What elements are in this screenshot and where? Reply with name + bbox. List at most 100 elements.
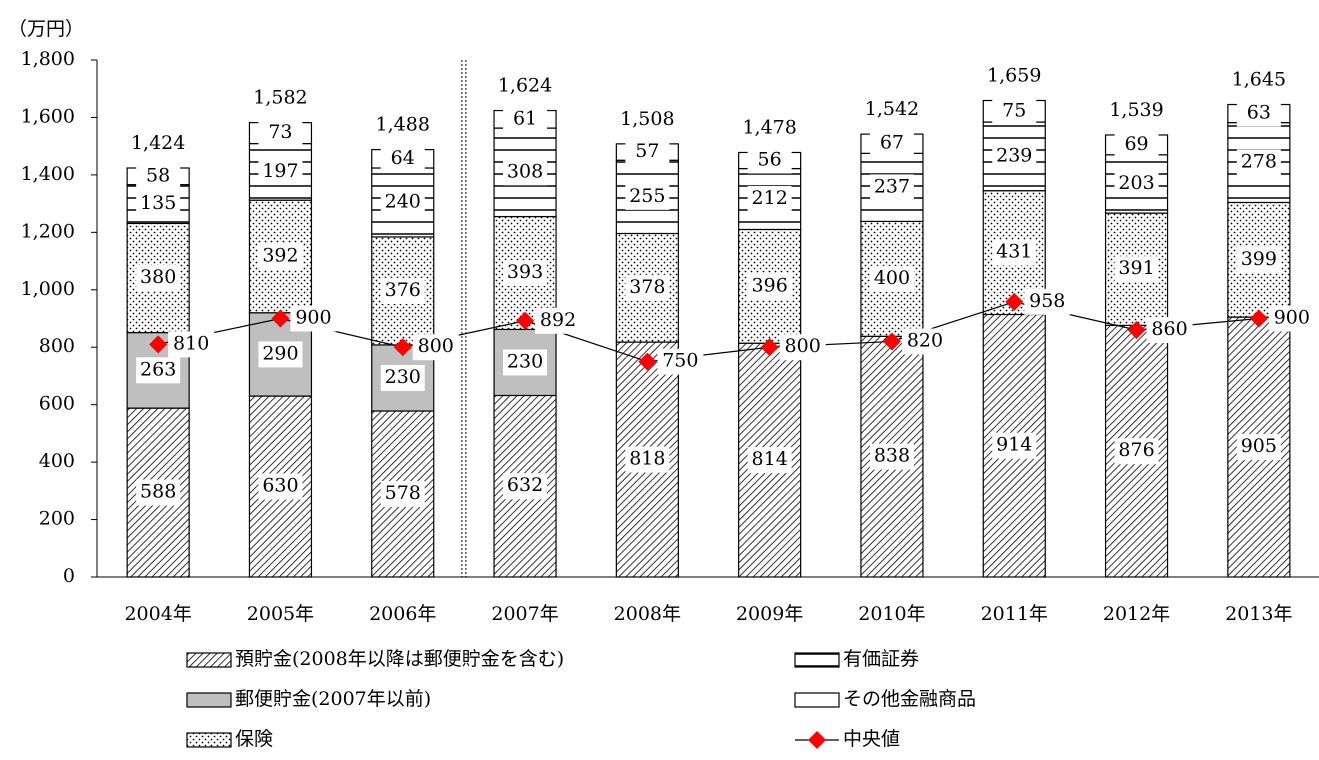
- label-box: [503, 259, 548, 286]
- label-box: [136, 163, 181, 190]
- median-label: 800: [418, 335, 454, 357]
- label-box: [380, 364, 425, 391]
- segment-label: 239: [996, 144, 1032, 166]
- segment-label: 396: [752, 274, 788, 296]
- x-tick-label: 2005年: [247, 603, 314, 625]
- label-box: [1114, 438, 1159, 465]
- label-box: [1024, 288, 1071, 315]
- x-tick-label: 2009年: [736, 603, 803, 625]
- label-box: [779, 334, 826, 361]
- legend-swatch: [186, 732, 232, 748]
- segment-label: 73: [268, 121, 292, 143]
- legend-label: その他金融商品: [843, 688, 976, 710]
- segment-label: 632: [507, 474, 543, 496]
- segment-label: 876: [1118, 439, 1154, 461]
- median-label: 900: [295, 307, 331, 329]
- segment-label: 135: [140, 192, 176, 214]
- total-label: 1,424: [131, 132, 185, 154]
- median-point: [1249, 309, 1268, 328]
- label-box: [258, 473, 303, 500]
- segment-label: 818: [629, 448, 665, 470]
- x-tick-label: 2008年: [614, 603, 681, 625]
- segment-label: 58: [146, 164, 170, 186]
- label-box: [1268, 305, 1315, 332]
- median-point: [760, 338, 779, 357]
- segment-label: 212: [752, 187, 788, 209]
- x-tick-label: 2012年: [1103, 603, 1170, 625]
- label-box: [412, 334, 459, 361]
- segment-label: 905: [1241, 435, 1277, 457]
- median-point: [1127, 320, 1146, 339]
- label-box: [258, 243, 303, 270]
- segment-label: 399: [1241, 248, 1277, 270]
- label-box: [869, 443, 914, 470]
- label-box: [1236, 434, 1281, 461]
- label-box: [258, 158, 303, 185]
- legend-marker: [808, 731, 826, 749]
- y-tick-label: 600: [39, 393, 75, 415]
- label-box: [380, 480, 425, 507]
- median-label: 958: [1029, 290, 1065, 312]
- total-label: 1,508: [620, 108, 674, 130]
- segment-label: 376: [385, 279, 421, 301]
- y-tick-label: 1,200: [21, 220, 75, 242]
- segment-label: 308: [507, 160, 543, 182]
- segment-label: 67: [880, 132, 904, 154]
- label-box: [747, 273, 792, 300]
- segment-label: 230: [507, 350, 543, 372]
- label-box: [1236, 246, 1281, 273]
- label-box: [992, 239, 1037, 266]
- label-box: [503, 106, 548, 133]
- x-tick-label: 2011年: [981, 603, 1048, 625]
- total-label: 1,488: [376, 114, 430, 136]
- median-label: 860: [1151, 318, 1187, 340]
- segment-label: 197: [262, 160, 298, 182]
- total-label: 1,542: [865, 98, 919, 120]
- legend-label: 有価証券: [843, 648, 919, 670]
- segment-label: 380: [140, 266, 176, 288]
- label-box: [503, 473, 548, 500]
- segment-label: 57: [635, 140, 659, 162]
- legend-label: 保険: [235, 728, 273, 750]
- segment-label: 263: [140, 358, 176, 380]
- median-line: [158, 301, 1259, 363]
- segment-label: 588: [140, 481, 176, 503]
- y-unit: （万円）: [8, 18, 84, 40]
- label-box: [290, 305, 337, 332]
- x-tick-label: 2013年: [1225, 603, 1292, 625]
- segment-label: 237: [874, 175, 910, 197]
- segment-label: 290: [262, 342, 298, 364]
- label-box: [136, 479, 181, 506]
- label-box: [625, 183, 670, 210]
- label-box: [747, 447, 792, 474]
- legend-swatch: [186, 652, 232, 668]
- label-box: [992, 143, 1037, 170]
- label-box: [869, 130, 914, 157]
- segment-label: 230: [385, 366, 421, 388]
- segment-label: 69: [1124, 133, 1148, 155]
- label-box: [258, 120, 303, 147]
- median-label: 892: [540, 309, 576, 331]
- segment-label: 814: [752, 448, 788, 470]
- segment-label: 400: [874, 267, 910, 289]
- label-box: [625, 274, 670, 301]
- median-label: 900: [1274, 307, 1310, 329]
- y-tick-label: 400: [39, 450, 75, 472]
- y-tick-label: 1,600: [21, 105, 75, 127]
- label-box: [380, 189, 425, 216]
- label-box: [168, 331, 215, 358]
- segment-label: 578: [385, 482, 421, 504]
- label-box: [380, 145, 425, 172]
- segment-label: 63: [1247, 102, 1271, 124]
- legend-label: 郵便貯金(2007年以前): [235, 688, 431, 710]
- median-point: [271, 309, 290, 328]
- x-tick-label: 2010年: [858, 603, 925, 625]
- segment-label: 240: [385, 190, 421, 212]
- segment-label: 61: [513, 107, 537, 129]
- x-tick-label: 2007年: [491, 603, 558, 625]
- legend-swatch: [186, 692, 232, 708]
- total-label: 1,478: [742, 116, 796, 138]
- median-point: [1005, 292, 1024, 311]
- label-box: [869, 174, 914, 201]
